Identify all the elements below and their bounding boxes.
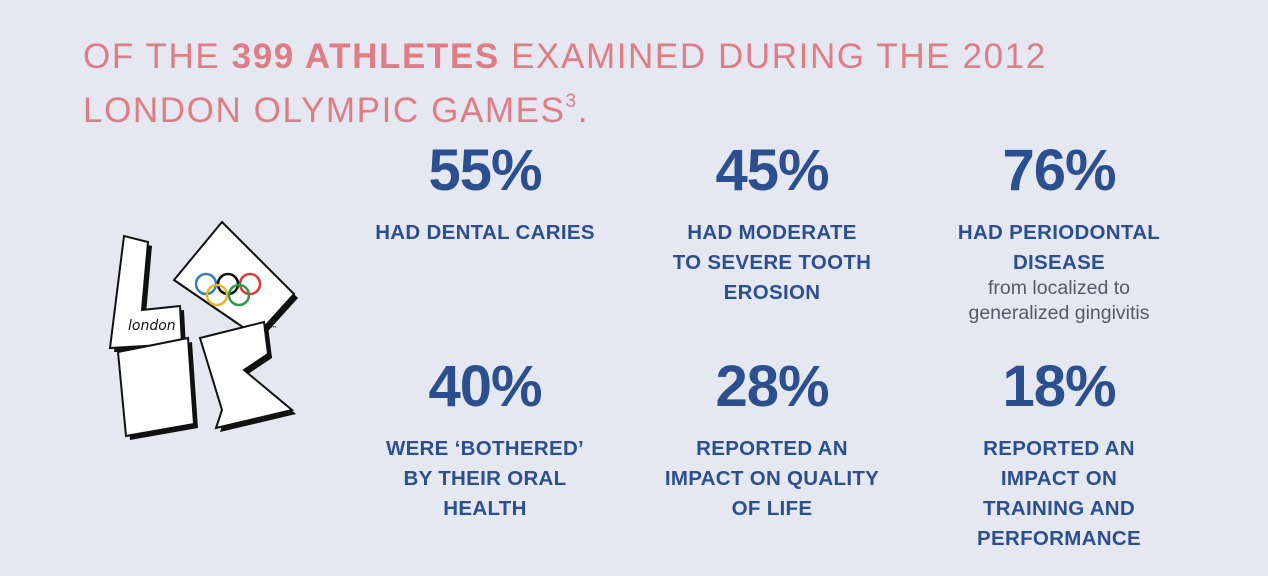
stat-label: REPORTED AN IMPACT ON QUALITY OF LIFE [642, 434, 902, 524]
stat-label-line: REPORTED AN [696, 437, 848, 460]
stat-label: WERE ‘BOTHERED’ BY THEIR ORAL HEALTH [355, 434, 615, 524]
headline-part1: OF THE [83, 37, 232, 76]
headline-end: . [577, 91, 590, 130]
stat-label-line: DISEASE [1012, 251, 1106, 274]
stat-label-line: TRAINING AND [982, 497, 1136, 520]
stat-label-line: EROSION [723, 281, 821, 304]
stat-label-line: HAD DENTAL CARIES [375, 221, 595, 244]
stat-label-line: HAD MODERATE [687, 221, 857, 244]
stat-label: HAD MODERATE TO SEVERE TOOTH EROSION [642, 218, 902, 308]
logo-text: london [128, 318, 176, 334]
stat-label-line: PERFORMANCE [977, 527, 1141, 550]
stat-value: 18% [1002, 354, 1116, 419]
stat-label-line: TO SEVERE TOOTH [672, 251, 872, 274]
stat-training-performance: 18% REPORTED AN IMPACT ON TRAINING AND P… [929, 358, 1189, 554]
headline-superscript: 3 [565, 91, 578, 113]
stat-label-line: BY THEIR ORAL [403, 467, 567, 490]
stat-value: 55% [428, 138, 542, 203]
stat-label: REPORTED AN IMPACT ON TRAINING AND PERFO… [929, 434, 1189, 554]
stat-label-line: WERE ‘BOTHERED’ [385, 437, 585, 460]
headline-part2: EXAMINED DURING THE 2012 LONDON OLYMPIC … [83, 37, 1047, 130]
stat-label-line: IMPACT ON QUALITY [664, 467, 880, 490]
headline-highlight: 399 ATHLETES [231, 37, 500, 76]
stat-label-line: IMPACT ON [1000, 467, 1118, 490]
stat-value: 45% [715, 138, 829, 203]
stat-sublabel: from localized to generalized gingivitis [929, 276, 1189, 326]
stat-sublabel-line: from localized to [988, 277, 1130, 299]
stat-quality-of-life: 28% REPORTED AN IMPACT ON QUALITY OF LIF… [642, 358, 902, 524]
stat-periodontal-disease: 76% HAD PERIODONTAL DISEASE from localiz… [929, 142, 1189, 326]
stat-sublabel-line: generalized gingivitis [968, 302, 1150, 324]
london-2012-logo: london ™ [108, 220, 298, 440]
stat-label: HAD PERIODONTAL DISEASE [929, 218, 1189, 278]
stat-label-line: HEALTH [443, 497, 527, 520]
stat-label: HAD DENTAL CARIES [355, 218, 615, 248]
stat-value: 76% [1002, 138, 1116, 203]
stat-label-line: REPORTED AN [983, 437, 1135, 460]
stat-label-line: HAD PERIODONTAL [957, 221, 1161, 244]
stat-label-line: OF LIFE [731, 497, 813, 520]
stat-value: 28% [715, 354, 829, 419]
logo-tm: ™ [270, 325, 277, 333]
stat-bothered: 40% WERE ‘BOTHERED’ BY THEIR ORAL HEALTH [355, 358, 615, 524]
headline: OF THE 399 ATHLETES EXAMINED DURING THE … [83, 30, 1163, 138]
stat-dental-caries: 55% HAD DENTAL CARIES [355, 142, 615, 248]
stat-tooth-erosion: 45% HAD MODERATE TO SEVERE TOOTH EROSION [642, 142, 902, 308]
stat-value: 40% [428, 354, 542, 419]
